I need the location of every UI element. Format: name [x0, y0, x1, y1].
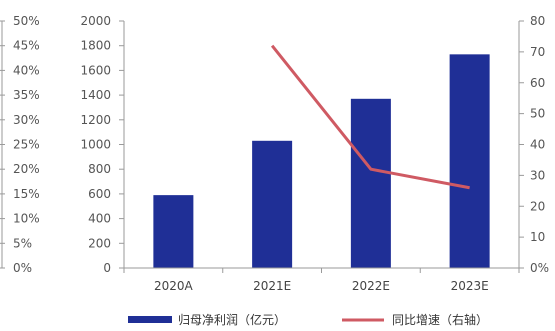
far-left-tick-label: 15% — [13, 187, 40, 201]
right-axis: 0% 10 20 30 40 50 60 70 80 — [518, 14, 549, 275]
far-left-tick-label: 30% — [13, 113, 40, 127]
left-tick-label: 400 — [88, 212, 111, 226]
right-tick-label: 40 — [530, 138, 545, 152]
far-left-axis: 0% 5% 10% 15% 20% 25% 30% 35% 40% 45% 50% — [0, 14, 40, 275]
far-left-tick-label: 40% — [13, 63, 40, 77]
legend-bar-label: 归母净利润（亿元） — [178, 312, 286, 327]
x-tick-label: 2021E — [253, 279, 291, 293]
right-tick-label: 80 — [530, 14, 545, 28]
left-tick-label: 600 — [88, 187, 111, 201]
bar-series — [153, 54, 490, 269]
left-tick-label: 0 — [103, 261, 111, 275]
right-tick-label: 0% — [530, 261, 549, 275]
legend-line-label: 同比增速（右轴） — [392, 312, 488, 327]
right-tick-label: 20 — [530, 199, 545, 213]
left-tick-label: 800 — [88, 162, 111, 176]
right-tick-label: 30 — [530, 168, 545, 182]
left-tick-label: 1400 — [80, 88, 111, 102]
left-tick-label: 1000 — [80, 138, 111, 152]
bar — [153, 195, 194, 268]
legend: 归母净利润（亿元） 同比增速（右轴） — [128, 312, 488, 327]
line-series — [270, 44, 470, 190]
far-left-tick-label: 25% — [13, 138, 40, 152]
far-left-tick-label: 5% — [13, 236, 32, 250]
far-left-tick-label: 45% — [13, 39, 40, 53]
right-tick-label: 50 — [530, 107, 545, 121]
left-tick-label: 1600 — [80, 63, 111, 77]
right-tick-label: 10 — [530, 230, 545, 244]
bar — [449, 54, 490, 268]
left-tick-label: 200 — [88, 236, 111, 250]
far-left-tick-label: 35% — [13, 88, 40, 102]
far-left-tick-label: 0% — [13, 261, 32, 275]
left-axis: 0 200 400 600 800 1000 1200 1400 1600 1800 2000 — [80, 14, 125, 275]
far-left-tick-label: 50% — [13, 14, 40, 28]
legend-bar-swatch — [128, 316, 172, 323]
far-left-tick-label: 20% — [13, 162, 40, 176]
x-axis: 2020A 2021E 2022E 2023E — [123, 267, 520, 293]
x-tick-label: 2022E — [352, 279, 390, 293]
x-tick-label: 2020A — [154, 279, 194, 293]
left-tick-label: 1800 — [80, 39, 111, 53]
x-tick-label: 2023E — [451, 279, 489, 293]
growth-line — [270, 44, 470, 190]
bar — [350, 98, 391, 269]
right-tick-label: 70 — [530, 45, 545, 59]
far-left-tick-label: 10% — [13, 212, 40, 226]
bar — [252, 140, 293, 268]
right-tick-label: 60 — [530, 76, 545, 90]
left-tick-label: 1200 — [80, 113, 111, 127]
left-tick-label: 2000 — [80, 14, 111, 28]
